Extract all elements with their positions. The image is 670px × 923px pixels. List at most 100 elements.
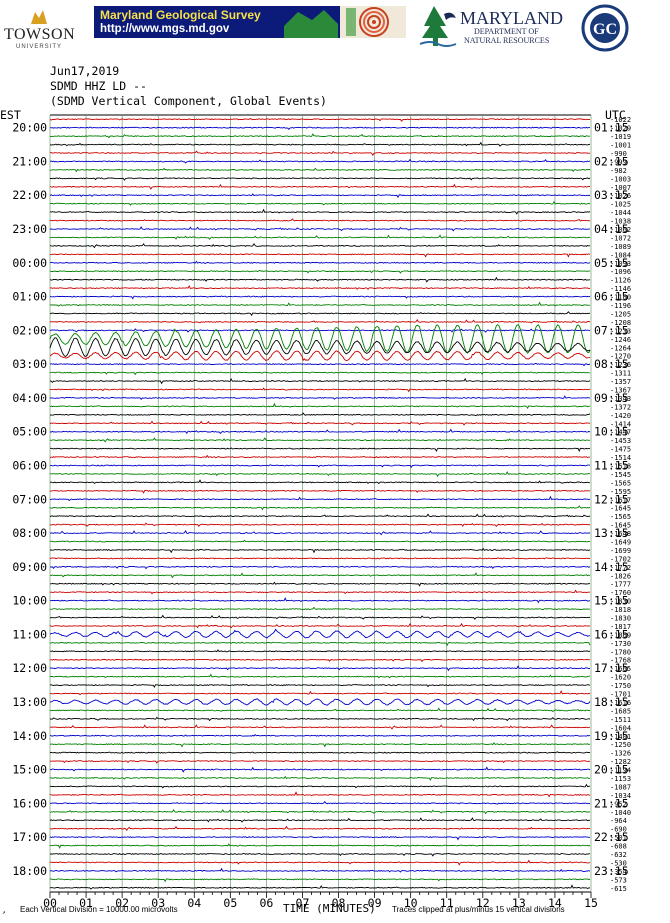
trace-line bbox=[49, 783, 591, 789]
dnr-name: MARYLAND bbox=[460, 8, 564, 28]
trace-line bbox=[49, 420, 591, 426]
left-hour-label: 16:00 bbox=[12, 796, 47, 810]
trace-line bbox=[49, 628, 591, 639]
trace-line bbox=[49, 878, 591, 883]
trace-offset-label: -1565 bbox=[610, 479, 631, 487]
trace-line bbox=[49, 319, 591, 324]
garrett-college-logo: GC bbox=[581, 4, 629, 52]
left-axis-title: EST bbox=[0, 108, 21, 122]
right-hour-label: 10:15 bbox=[594, 425, 629, 439]
right-hour-label: 22:15 bbox=[594, 830, 629, 844]
trace-offset-label: -1146 bbox=[610, 285, 631, 293]
trace-offset-label: -1514 bbox=[610, 454, 631, 462]
trace-line bbox=[49, 158, 591, 164]
trace-line bbox=[49, 852, 591, 857]
trace-line bbox=[49, 133, 591, 139]
trace-offset-label: -1270 bbox=[610, 353, 631, 361]
x-tick-label: 15 bbox=[584, 896, 598, 910]
trace-line bbox=[49, 522, 591, 528]
trace-line bbox=[49, 649, 591, 653]
trace-line bbox=[49, 371, 591, 376]
trace-offset-label: -1869 bbox=[610, 631, 631, 639]
trace-line bbox=[49, 242, 591, 249]
right-hour-label: 02:15 bbox=[594, 154, 629, 168]
left-hour-label: 01:00 bbox=[12, 290, 47, 304]
trace-line bbox=[49, 572, 591, 579]
trace-line bbox=[49, 479, 591, 485]
trace-offset-label: -1649 bbox=[610, 539, 631, 547]
trace-line bbox=[50, 471, 591, 478]
trace-offset-label: -1826 bbox=[610, 572, 631, 580]
trace-line bbox=[49, 581, 591, 587]
trace-line bbox=[49, 395, 591, 401]
right-hour-label: 19:15 bbox=[594, 729, 629, 743]
x-tick-label: 10 bbox=[404, 896, 418, 910]
left-hour-label: 04:00 bbox=[12, 391, 47, 405]
right-hour-label: 15:15 bbox=[594, 594, 629, 608]
clip-note: Traces clipped at plus/minus 15 vertical… bbox=[392, 905, 565, 914]
right-hour-label: 16:15 bbox=[594, 627, 629, 641]
trace-offset-label: -632 bbox=[610, 851, 627, 859]
trace-offset-label: -1034 bbox=[610, 792, 631, 800]
trace-offset-label: -1768 bbox=[610, 657, 631, 665]
trace-line bbox=[49, 547, 591, 554]
mgs-url[interactable]: http://www.mgs.md.gov bbox=[100, 23, 230, 35]
trace-offset-label: -1645 bbox=[610, 522, 631, 530]
trace-line bbox=[49, 276, 591, 283]
left-hour-label: 09:00 bbox=[12, 560, 47, 574]
trace-line bbox=[49, 141, 591, 147]
trace-line bbox=[49, 201, 591, 206]
left-hour-label: 17:00 bbox=[12, 830, 47, 844]
trace-line bbox=[49, 859, 591, 866]
left-hour-label: 23:00 bbox=[12, 222, 47, 236]
gc-letters: GC bbox=[593, 21, 617, 38]
trace-line bbox=[49, 295, 591, 300]
trace-offset-label: -1780 bbox=[610, 648, 631, 656]
trace-offset-label: -690 bbox=[610, 826, 627, 834]
trace-line bbox=[49, 311, 591, 317]
trace-offset-label: -1026 bbox=[610, 192, 631, 200]
x-tick-label: 00 bbox=[43, 896, 57, 910]
trace-offset-label: -1072 bbox=[610, 234, 631, 242]
trace-offset-label: -1357 bbox=[610, 378, 631, 386]
trace-offset-label: -1648 bbox=[610, 530, 631, 538]
right-hour-label: 13:15 bbox=[594, 526, 629, 540]
right-hour-label: 06:15 bbox=[594, 290, 629, 304]
trace-line bbox=[49, 825, 590, 831]
x-tick-label: 13 bbox=[512, 896, 526, 910]
trace-offset-label: -1093 bbox=[610, 260, 631, 268]
trace-line bbox=[49, 328, 591, 333]
left-hour-label: 08:00 bbox=[12, 526, 47, 540]
left-hour-label: 15:00 bbox=[12, 763, 47, 777]
right-hour-label: 20:15 bbox=[594, 763, 629, 777]
trace-offset-label: -1089 bbox=[610, 243, 631, 251]
trace-offset-label: -1044 bbox=[610, 209, 631, 217]
trace-offset-label: -1096 bbox=[610, 268, 631, 276]
x-tick-label: 01 bbox=[79, 896, 93, 910]
left-hour-label: 20:00 bbox=[12, 121, 47, 135]
trace-offset-label: -1153 bbox=[610, 775, 631, 783]
trace-line bbox=[49, 622, 591, 629]
trace-offset-label: -530 bbox=[610, 859, 627, 867]
left-hour-label: 10:00 bbox=[12, 594, 47, 608]
left-hour-label: 14:00 bbox=[12, 729, 47, 743]
trace-offset-label: -1084 bbox=[610, 251, 631, 259]
trace-offset-label: -1367 bbox=[610, 386, 631, 394]
scale-note: Each Vertical Division = 10000.00 microv… bbox=[20, 905, 178, 914]
trace-offset-label: -1282 bbox=[610, 758, 631, 766]
chart-grid bbox=[49, 114, 592, 898]
chart-description: (SDMD Vertical Component, Global Events) bbox=[50, 94, 327, 108]
dnr-logo: MARYLAND DEPARTMENT OF NATURAL RESOURCES bbox=[418, 4, 570, 48]
trace-line bbox=[49, 760, 591, 764]
trace-offset-label: -1760 bbox=[610, 589, 631, 597]
right-hour-label: 08:15 bbox=[594, 357, 629, 371]
left-hour-label: 13:00 bbox=[12, 695, 47, 709]
trace-offset-label: -1205 bbox=[610, 310, 631, 318]
right-hour-label: 23:15 bbox=[594, 864, 629, 878]
trace-offset-label: -608 bbox=[610, 843, 627, 851]
trace-offset-label: -1311 bbox=[610, 370, 631, 378]
mgs-banner[interactable]: Maryland Geological Survey http://www.mg… bbox=[94, 6, 406, 38]
chart-date: Jun17,2019 bbox=[50, 64, 120, 78]
trace-offset-label: -1233 bbox=[610, 327, 631, 335]
